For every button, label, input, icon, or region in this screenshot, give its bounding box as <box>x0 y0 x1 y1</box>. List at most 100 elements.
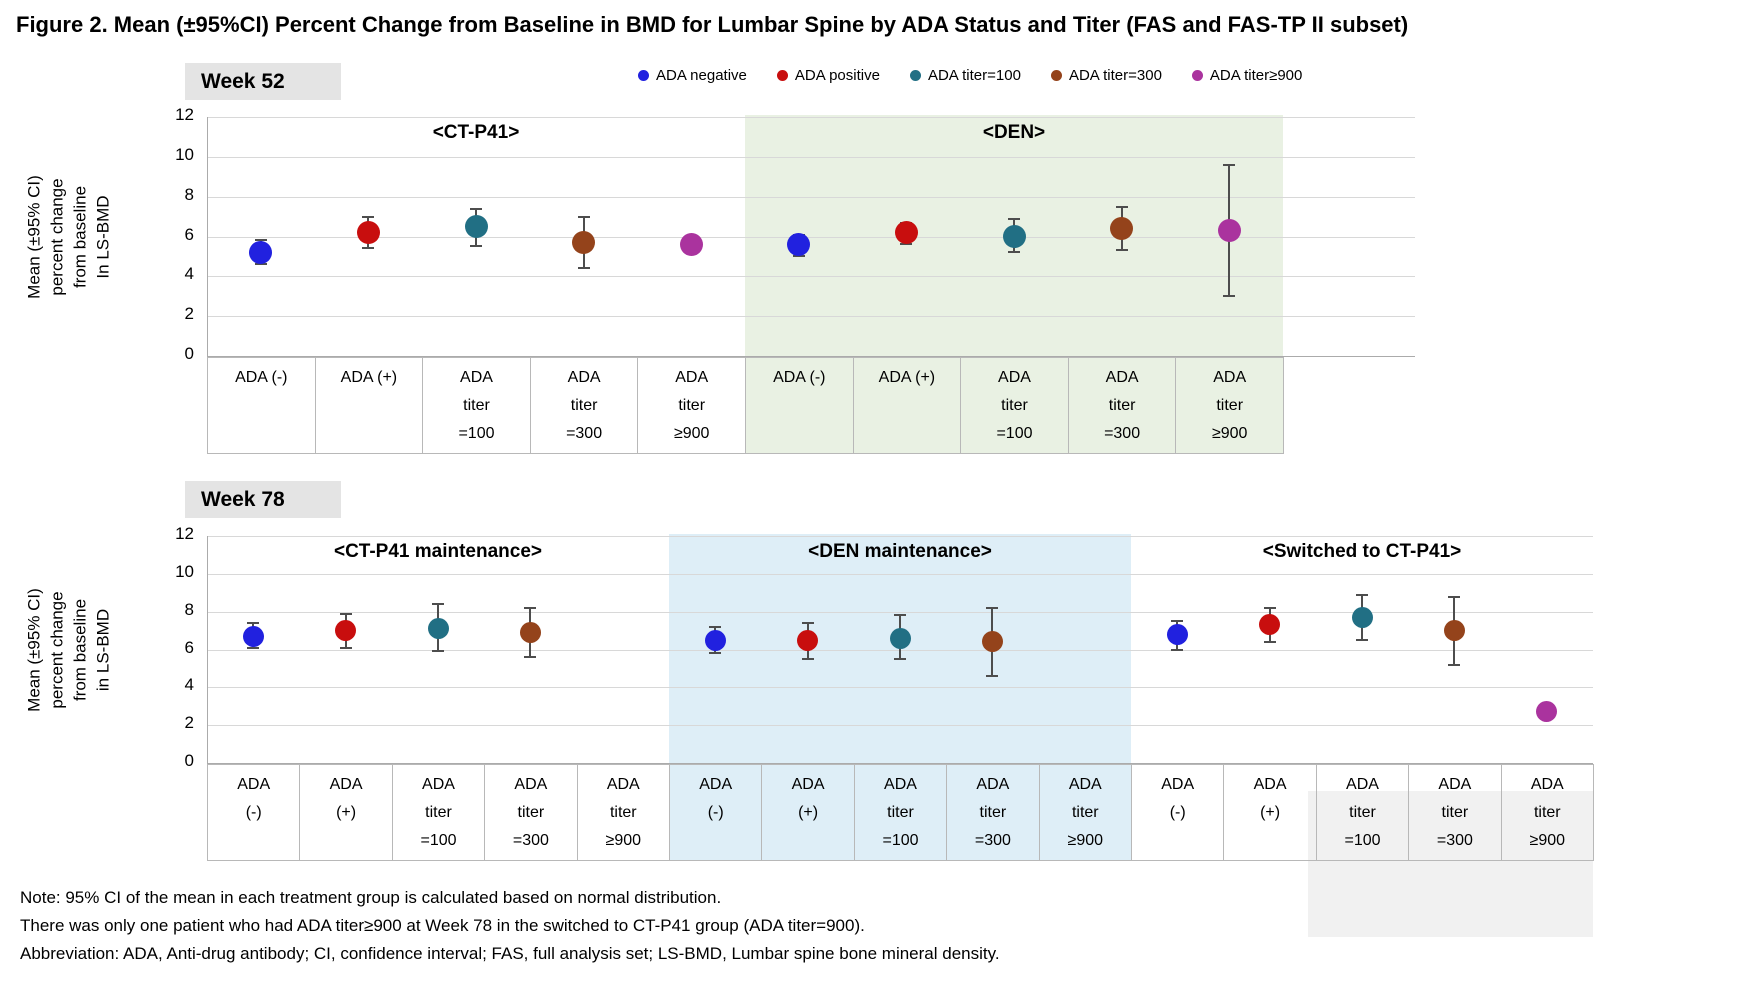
category-label-line: titer <box>979 804 1007 821</box>
category-label-line: (+) <box>798 804 819 821</box>
y-axis-label-line: from baseline <box>70 598 89 701</box>
error-bar-cap <box>577 215 590 218</box>
note-line: Note: 95% CI of the mean in each treatme… <box>20 888 722 907</box>
data-point-marker <box>335 620 357 642</box>
error-bar-cap <box>801 622 814 625</box>
error-bar-cap <box>339 612 352 615</box>
legend-item: ADA positive <box>776 66 880 84</box>
note-line: Abbreviation: ADA, Anti-drug antibody; C… <box>20 944 1000 963</box>
decorative-grey-block <box>1308 791 1593 937</box>
gridline <box>207 725 1593 727</box>
error-bar-cap <box>900 243 913 246</box>
category-label-line: titer <box>1349 804 1376 821</box>
category-label-line: titer <box>678 397 706 414</box>
category-label-line: ADA <box>1068 776 1102 793</box>
category-label-line: ≥900 <box>1211 425 1248 442</box>
error-bar-cap <box>1223 295 1236 298</box>
legend-item: ADA negative <box>638 67 747 84</box>
error-bar-cap <box>1171 648 1184 651</box>
data-point-marker <box>889 627 911 649</box>
category-cell: ADA (-) <box>207 357 316 454</box>
category-label-line: =300 <box>566 425 603 442</box>
data-point-marker <box>519 621 541 643</box>
legend-label: ADA positive <box>794 66 880 84</box>
category-cell: ADA titer =300 <box>1408 764 1502 861</box>
figure-title: Figure 2. Mean (±95%CI) Percent Change f… <box>16 12 1409 37</box>
error-bar-cap <box>524 606 537 609</box>
y-axis-line <box>207 536 208 763</box>
category-label-line: ADA (+) <box>340 369 398 386</box>
category-cell: ADA titer =100 <box>422 357 531 454</box>
error-bar-cap <box>1008 251 1020 254</box>
data-point-marker <box>249 240 273 264</box>
gridline <box>207 573 1593 575</box>
data-point-marker <box>1351 606 1373 628</box>
y-tick-label: 12 <box>175 105 194 124</box>
data-point-marker <box>427 618 449 640</box>
category-label-line: ADA <box>329 776 363 793</box>
gridline <box>207 316 1415 318</box>
group-header: <CT-P41> <box>432 122 520 143</box>
category-cell: ADA titer ≥900 <box>1500 764 1594 861</box>
gridline <box>207 611 1593 613</box>
error-bar-cap <box>1356 593 1368 596</box>
error-bar-cap <box>254 239 267 242</box>
y-axis-label-line: Mean (±95% CI) <box>24 174 43 299</box>
y-tick-label: 0 <box>184 751 194 770</box>
y-tick-label: 4 <box>184 675 194 695</box>
category-label-line: =100 <box>458 425 495 442</box>
category-label-line: ADA (+) <box>878 369 936 386</box>
legend-dot-icon <box>1191 69 1203 81</box>
category-label-line: titer <box>1071 804 1099 821</box>
category-label-line: ADA <box>675 369 709 386</box>
group-header: <DEN maintenance> <box>808 541 992 562</box>
group-shaded-region <box>669 534 1131 861</box>
legend-label: ADA titer≥900 <box>1209 66 1303 84</box>
data-point-marker <box>1166 623 1188 645</box>
error-bar-cap <box>254 263 267 266</box>
category-cell: ADA (-) <box>1131 764 1225 861</box>
error-bar-cap <box>1171 620 1184 623</box>
error-bar-cap <box>432 603 444 606</box>
category-cell: ADA titer =300 <box>529 357 639 454</box>
group-header: <Switched to CT-P41> <box>1262 541 1462 562</box>
data-point-marker <box>1002 225 1026 248</box>
y-tick-label: 0 <box>184 344 194 363</box>
category-label-line: ADA <box>976 776 1010 793</box>
data-point-marker <box>356 221 380 245</box>
category-cell: ADA titer =100 <box>391 764 486 861</box>
category-label-line: titer <box>887 804 914 821</box>
category-label-line: titer <box>425 804 452 821</box>
category-label-line: titer <box>1001 397 1028 414</box>
error-bar-cap <box>470 207 482 210</box>
y-tick-label: 10 <box>175 561 194 581</box>
category-label-line: ADA <box>884 776 917 793</box>
data-point-marker <box>894 221 918 245</box>
chart-legend: ADA negative ADA positive ADA titer=100 … <box>638 62 1448 88</box>
error-bar-cap <box>792 255 805 258</box>
gridline <box>207 156 1415 158</box>
error-bar-cap <box>894 657 906 660</box>
category-cell: ADA titer =300 <box>484 764 578 861</box>
category-label-line: titer <box>1216 397 1244 414</box>
category-label-line: (-) <box>707 804 724 821</box>
error-bar-cap <box>986 606 999 609</box>
data-point-marker <box>704 629 726 651</box>
category-label-line: titer <box>1108 397 1136 414</box>
category-label-line: ≥900 <box>1067 832 1104 849</box>
category-label-line: =300 <box>974 832 1011 849</box>
category-label-line: titer <box>609 804 637 821</box>
error-bar-cap <box>577 267 590 270</box>
error-bar-cap <box>1115 249 1128 252</box>
data-point-marker <box>797 629 819 651</box>
category-label-line: ADA <box>699 776 733 793</box>
category-label-line: =100 <box>996 425 1033 442</box>
error-bar-cap <box>801 657 814 660</box>
y-tick-label: 6 <box>184 224 194 244</box>
category-cell: ADA titer ≥900 <box>576 764 670 861</box>
category-label-line: (-) <box>1169 804 1186 821</box>
data-point-marker <box>1259 614 1281 636</box>
error-bar-cap <box>362 247 375 250</box>
data-point-marker <box>787 232 811 256</box>
error-bar-cap <box>709 652 722 655</box>
